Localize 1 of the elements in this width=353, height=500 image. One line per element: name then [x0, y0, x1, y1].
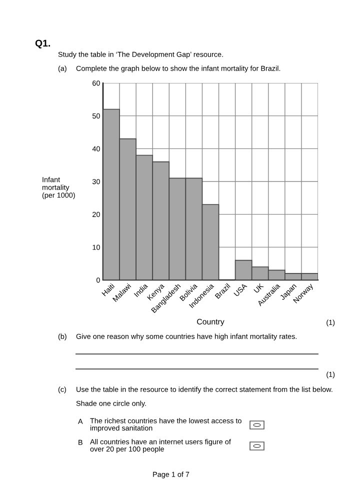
chart-title: Q1.	[35, 40, 50, 48]
